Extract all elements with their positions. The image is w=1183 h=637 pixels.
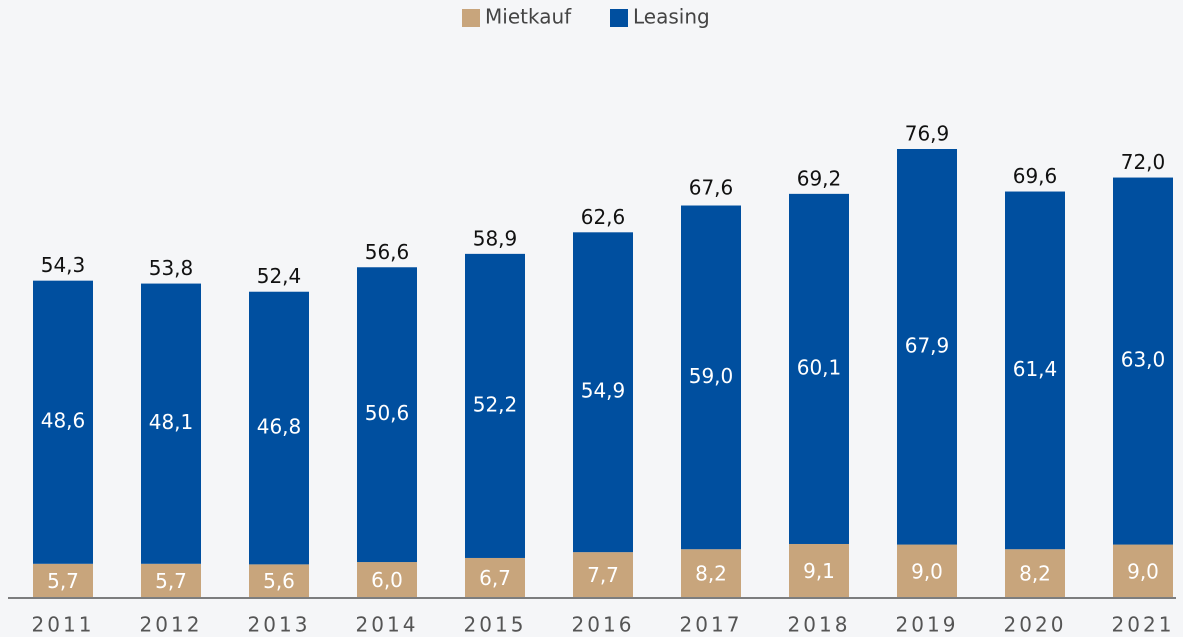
- x-tick-label: 2013: [248, 613, 311, 637]
- total-label: 69,2: [797, 166, 842, 190]
- total-label: 56,6: [365, 240, 410, 264]
- value-label: 6,0: [371, 568, 403, 592]
- value-label: 7,7: [587, 563, 619, 587]
- x-tick-label: 2018: [788, 613, 851, 637]
- value-label: 9,0: [1127, 559, 1159, 583]
- value-label: 5,6: [263, 569, 295, 593]
- bar-segment: [141, 563, 201, 597]
- value-label: 60,1: [797, 355, 842, 379]
- total-label: 58,9: [473, 226, 518, 250]
- bar-segment: [1005, 549, 1065, 597]
- bar-segment: [1113, 544, 1173, 597]
- total-label: 53,8: [149, 256, 194, 280]
- bar-segment: [897, 149, 957, 545]
- x-tick-label: 2017: [680, 613, 743, 637]
- total-label: 69,6: [1013, 164, 1058, 188]
- bar-segment: [33, 280, 93, 564]
- bar-segment: [789, 543, 849, 597]
- value-label: 48,6: [41, 409, 86, 433]
- bar-segment: [141, 283, 201, 564]
- x-tick-label: 2021: [1112, 613, 1175, 637]
- bar-segment: [249, 291, 309, 565]
- value-label: 61,4: [1013, 357, 1058, 381]
- bar-segment: [573, 232, 633, 553]
- bar-segment: [897, 544, 957, 597]
- value-label: 67,9: [905, 333, 950, 357]
- bar-segment: [681, 549, 741, 597]
- value-label: 52,2: [473, 392, 518, 416]
- x-tick-label: 2014: [356, 613, 419, 637]
- total-label: 76,9: [905, 122, 950, 146]
- legend-label: Leasing: [633, 5, 710, 29]
- x-tick-label: 2011: [32, 613, 95, 637]
- legend-label: Mietkauf: [485, 5, 572, 29]
- total-label: 67,6: [689, 176, 734, 200]
- value-label: 54,9: [581, 379, 626, 403]
- bar-segment: [1005, 191, 1065, 550]
- bar-segment: [573, 552, 633, 597]
- bar-segment: [465, 253, 525, 558]
- value-label: 46,8: [257, 415, 302, 439]
- total-label: 62,6: [581, 205, 626, 229]
- bar-segment: [357, 267, 417, 563]
- total-label: 72,0: [1121, 150, 1166, 174]
- value-label: 6,7: [479, 566, 511, 590]
- bar-segment: [357, 562, 417, 597]
- bar-segment: [465, 557, 525, 597]
- value-label: 5,7: [47, 569, 79, 593]
- total-label: 54,3: [41, 253, 86, 277]
- x-tick-label: 2012: [140, 613, 203, 637]
- bar-segment: [789, 193, 849, 544]
- value-label: 9,0: [911, 559, 943, 583]
- x-tick-label: 2020: [1004, 613, 1067, 637]
- value-label: 63,0: [1121, 348, 1166, 372]
- bar-segment: [33, 563, 93, 597]
- bar-segment: [1113, 177, 1173, 545]
- value-label: 8,2: [695, 562, 727, 586]
- legend-swatch: [462, 9, 480, 27]
- value-label: 50,6: [365, 401, 410, 425]
- value-label: 9,1: [803, 559, 835, 583]
- total-label: 52,4: [257, 264, 302, 288]
- value-label: 8,2: [1019, 562, 1051, 586]
- x-tick-label: 2016: [572, 613, 635, 637]
- legend-swatch: [610, 9, 628, 27]
- x-tick-label: 2015: [464, 613, 527, 637]
- x-tick-label: 2019: [896, 613, 959, 637]
- value-label: 5,7: [155, 569, 187, 593]
- value-label: 59,0: [689, 364, 734, 388]
- value-label: 48,1: [149, 410, 194, 434]
- bar-segment: [681, 205, 741, 550]
- bar-segment: [249, 564, 309, 597]
